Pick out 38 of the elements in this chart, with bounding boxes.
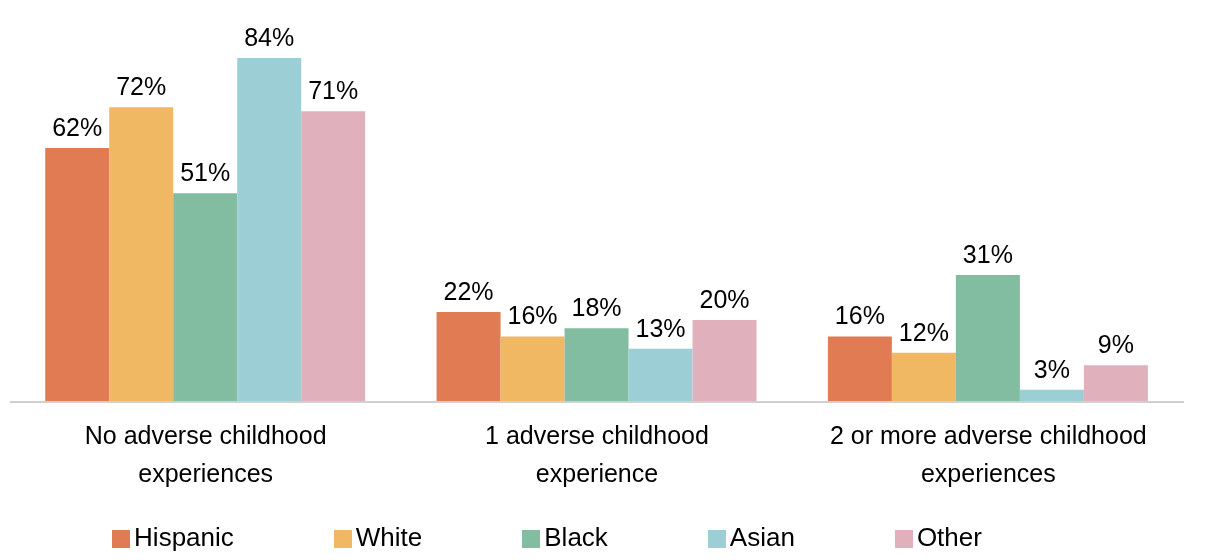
data-label: 22% (443, 276, 494, 305)
legend-label: Other (916, 522, 982, 552)
bar (955, 275, 1020, 402)
bar (436, 311, 501, 402)
x-tick-label: 1 adverse childhood experience (485, 421, 709, 487)
bar (891, 352, 956, 402)
bar (173, 193, 238, 402)
data-label: 72% (116, 72, 167, 101)
data-label: 84% (244, 23, 295, 51)
data-label: 62% (52, 113, 103, 142)
data-label: 18% (571, 293, 622, 322)
bar (45, 148, 110, 402)
legend-label: Black (544, 522, 608, 552)
legend-label: Asian (729, 522, 795, 552)
data-label: 20% (699, 285, 750, 314)
data-label: 9% (1097, 330, 1134, 359)
bar (564, 328, 629, 402)
bar (628, 348, 693, 402)
bar (1083, 365, 1148, 402)
bar (692, 320, 757, 402)
x-tick-label: 2 or more adverse childhood experiences (829, 421, 1147, 487)
bar (109, 107, 174, 402)
bar (301, 111, 366, 402)
data-label: 31% (962, 240, 1013, 269)
data-label: 16% (834, 301, 885, 330)
data-label: 71% (308, 76, 359, 105)
bar (500, 336, 565, 402)
data-label: 51% (180, 158, 231, 187)
bar (237, 58, 302, 402)
data-label: 3% (1033, 354, 1070, 383)
data-label: 16% (507, 301, 558, 330)
legend-label: Hispanic (134, 522, 234, 552)
bar (827, 336, 892, 402)
legend-label: White (355, 522, 423, 552)
x-tick-label: No adverse childhood experiences (84, 421, 327, 487)
bar (1019, 389, 1084, 402)
data-label: 13% (635, 313, 686, 342)
data-label: 12% (898, 317, 949, 346)
